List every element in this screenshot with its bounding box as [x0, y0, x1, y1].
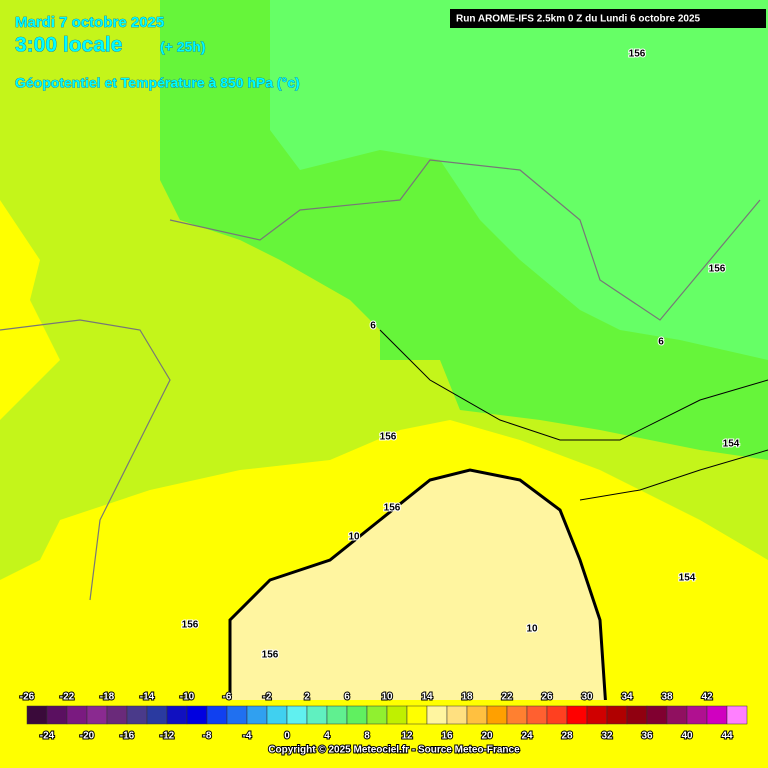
colorbar-label: 6 — [344, 692, 350, 703]
contour-label: 156 — [709, 264, 726, 275]
colorbar-box — [66, 705, 88, 725]
colorbar-box — [306, 705, 328, 725]
colorbar-box — [386, 705, 408, 725]
colorbar-box — [206, 705, 228, 725]
colorbar-box — [686, 705, 708, 725]
colorbar-box — [226, 705, 248, 725]
colorbar-label: -10 — [180, 692, 195, 703]
colorbar-box — [606, 705, 628, 725]
colorbar-box — [406, 705, 428, 725]
colorbar-label: 30 — [581, 692, 593, 703]
contour-label: 10 — [526, 624, 538, 635]
colorbar-box — [586, 705, 608, 725]
contour-label: 156 — [182, 620, 199, 631]
colorbar-box — [266, 705, 288, 725]
colorbar-box — [666, 705, 688, 725]
colorbar-label: 36 — [641, 731, 653, 742]
colorbar-box — [626, 705, 648, 725]
contour-label: 154 — [679, 573, 696, 584]
colorbar-box — [466, 705, 488, 725]
colorbar-label: -4 — [243, 731, 252, 742]
border-line — [169, 159, 761, 321]
colorbar-box — [326, 705, 348, 725]
colorbar-box — [126, 705, 148, 725]
colorbar-label: 44 — [721, 731, 733, 742]
colorbar-label: 24 — [521, 731, 533, 742]
colorbar-label: -12 — [160, 731, 175, 742]
colorbar-label: 8 — [364, 731, 370, 742]
copyright: Copyright © 2025 Meteociel.fr - Source M… — [268, 745, 520, 756]
colorbar-label: -16 — [120, 731, 135, 742]
colorbar-label: 16 — [441, 731, 453, 742]
run-box — [450, 9, 766, 28]
colorbar-box — [486, 705, 508, 725]
colorbar-label: -8 — [203, 731, 212, 742]
colorbar-box — [566, 705, 588, 725]
contour-label: 156 — [262, 650, 279, 661]
border-line — [0, 319, 171, 601]
colorbar-label: 12 — [401, 731, 413, 742]
colorbar-box — [506, 705, 528, 725]
colorbar-box — [546, 705, 568, 725]
colorbar-box — [286, 705, 308, 725]
colorbar-label: 22 — [501, 692, 513, 703]
forecast-time: 3:00 locale — [15, 34, 122, 57]
colorbar-label: 4 — [324, 731, 330, 742]
colorbar-label: -18 — [100, 692, 115, 703]
contour-label: 156 — [629, 49, 646, 60]
colorbar-label: -22 — [60, 692, 75, 703]
colorbar-label: -6 — [223, 692, 232, 703]
colorbar-label: -24 — [40, 731, 55, 742]
temp-region-yellow — [0, 200, 60, 420]
colorbar-box — [446, 705, 468, 725]
colorbar-box — [186, 705, 208, 725]
contour-label: 6 — [658, 337, 664, 348]
colorbar-label: 42 — [701, 692, 713, 703]
colorbar-box — [646, 705, 668, 725]
colorbar-label: 26 — [541, 692, 553, 703]
contour-label: 6 — [370, 321, 376, 332]
colorbar-label: 14 — [421, 692, 433, 703]
contour-line — [379, 329, 768, 441]
colorbar-label: 20 — [481, 731, 493, 742]
colorbar-label: 0 — [284, 731, 290, 742]
forecast-lead: (+ 25h) — [160, 39, 206, 55]
colorbar-box — [106, 705, 128, 725]
contour-label: 10 — [348, 532, 360, 543]
contour-label: 156 — [380, 432, 397, 443]
colorbar-label: -20 — [80, 731, 95, 742]
colorbar-box — [166, 705, 188, 725]
temp-region-pale-green — [270, 0, 768, 360]
colorbar-label: 2 — [304, 692, 310, 703]
colorbar-box — [246, 705, 268, 725]
colorbar-label: 18 — [461, 692, 473, 703]
colorbar-label: 32 — [601, 731, 613, 742]
colorbar-label: 40 — [681, 731, 693, 742]
colorbar-label: 38 — [661, 692, 673, 703]
colorbar-label: -2 — [263, 692, 272, 703]
field-name: Géopotentiel et Température à 850 hPa (°… — [15, 75, 300, 91]
colorbar-box — [26, 705, 48, 725]
colorbar-label: 28 — [561, 731, 573, 742]
colorbar-box — [346, 705, 368, 725]
contour-label: 154 — [723, 439, 740, 450]
colorbar-label: -26 — [20, 692, 35, 703]
colorbar-box — [706, 705, 728, 725]
colorbar-box — [86, 705, 108, 725]
contour-line — [579, 449, 768, 501]
colorbar-box — [146, 705, 168, 725]
colorbar-label: 10 — [381, 692, 393, 703]
colorbar-label: 34 — [621, 692, 633, 703]
colorbar-label: -14 — [140, 692, 155, 703]
contour-label: 156 — [384, 503, 401, 514]
temp-region-pale-yellow — [228, 468, 612, 768]
colorbar-box — [526, 705, 548, 725]
colorbar-box — [426, 705, 448, 725]
run-info: Run AROME-IFS 2.5km 0 Z du Lundi 6 octob… — [456, 14, 701, 25]
colorbar-box — [726, 705, 748, 725]
colorbar-box — [366, 705, 388, 725]
forecast-date: Mardi 7 octobre 2025 — [15, 14, 164, 31]
colorbar-box — [46, 705, 68, 725]
